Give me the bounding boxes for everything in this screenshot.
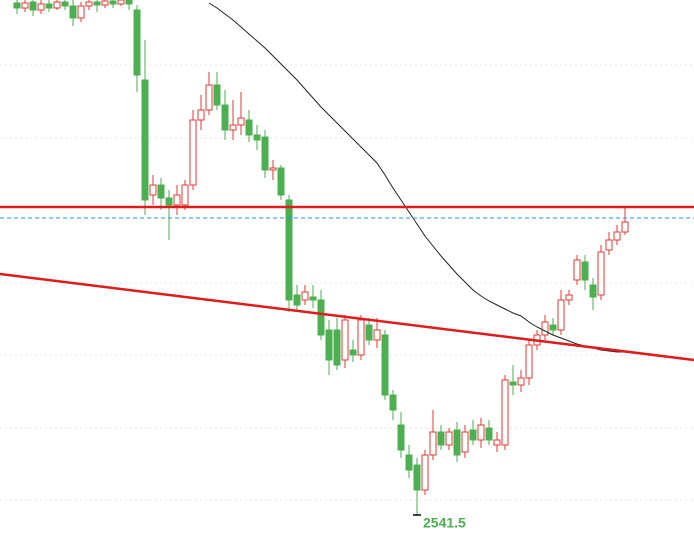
candle-body — [517, 377, 525, 386]
candle-body — [501, 379, 509, 446]
candle-body — [149, 184, 157, 196]
candle-body — [69, 5, 77, 19]
candle-body — [325, 329, 333, 361]
candle-body — [229, 124, 237, 131]
candle-body — [469, 429, 477, 441]
candle-body — [389, 394, 397, 411]
candle-body — [597, 251, 605, 296]
candle-body — [365, 324, 373, 341]
candle-body — [189, 119, 197, 186]
candle-body — [261, 136, 269, 171]
candle-body — [13, 2, 21, 9]
candle-body — [269, 167, 277, 171]
candle-body — [373, 329, 381, 341]
candle-body — [421, 454, 429, 491]
candle-body — [293, 294, 301, 306]
candle-body — [173, 194, 181, 206]
candle-body — [573, 259, 581, 281]
candle-body — [581, 261, 589, 281]
candle-body — [317, 299, 325, 336]
candle-body — [413, 464, 421, 491]
candle-body — [429, 431, 437, 456]
candle-body — [253, 134, 261, 141]
candle-body — [141, 79, 149, 201]
candle-body — [549, 324, 557, 331]
candle-body — [101, 0, 109, 6]
candle-body — [349, 349, 357, 356]
candle-body — [493, 439, 501, 446]
candle-body — [605, 239, 613, 251]
candle-body — [557, 299, 565, 331]
candle-body — [541, 321, 549, 336]
candle-body — [453, 429, 461, 456]
candle-body — [93, 1, 101, 6]
candle-body — [181, 184, 189, 206]
candle-body — [285, 199, 293, 301]
candle-body — [125, 0, 133, 5]
candle-body — [613, 231, 621, 241]
candle-body — [165, 197, 173, 206]
candle-body — [381, 334, 389, 396]
candle-body — [37, 3, 45, 11]
candle-body — [197, 109, 205, 121]
candle-body — [397, 424, 405, 451]
candle-body — [461, 431, 469, 453]
candle-body — [117, 0, 125, 5]
candle-body — [221, 104, 229, 131]
trend-line — [0, 272, 694, 362]
candle-body — [445, 431, 453, 446]
low-label: 2541.5 — [423, 515, 466, 531]
candle-body — [341, 319, 349, 361]
candle-body — [157, 184, 165, 199]
moving-average-line — [208, 2, 625, 353]
candle-body — [565, 294, 573, 301]
candle-body — [85, 1, 93, 7]
candle-body — [509, 381, 517, 386]
candle-body — [477, 424, 485, 441]
candle-body — [405, 454, 413, 471]
candle-body — [525, 344, 533, 379]
candle-body — [45, 3, 53, 9]
candle-body — [485, 427, 493, 441]
candle-body — [301, 291, 309, 301]
candle-body — [277, 167, 285, 196]
candle-body — [245, 119, 253, 136]
candle-body — [213, 84, 221, 106]
candle-body — [53, 1, 61, 9]
candle-body — [621, 221, 629, 233]
candle-body — [357, 319, 365, 356]
candle-body — [109, 0, 117, 5]
candle-body — [133, 9, 141, 76]
candle-body — [61, 1, 69, 7]
candle-body — [333, 329, 341, 366]
candle-body — [205, 84, 213, 111]
candle-body — [21, 2, 29, 9]
candle-body — [77, 5, 85, 19]
candle-body — [237, 117, 245, 126]
candle-body — [589, 284, 597, 298]
candle-body — [437, 431, 445, 446]
candle-body — [29, 1, 37, 11]
candle-body — [309, 296, 317, 301]
